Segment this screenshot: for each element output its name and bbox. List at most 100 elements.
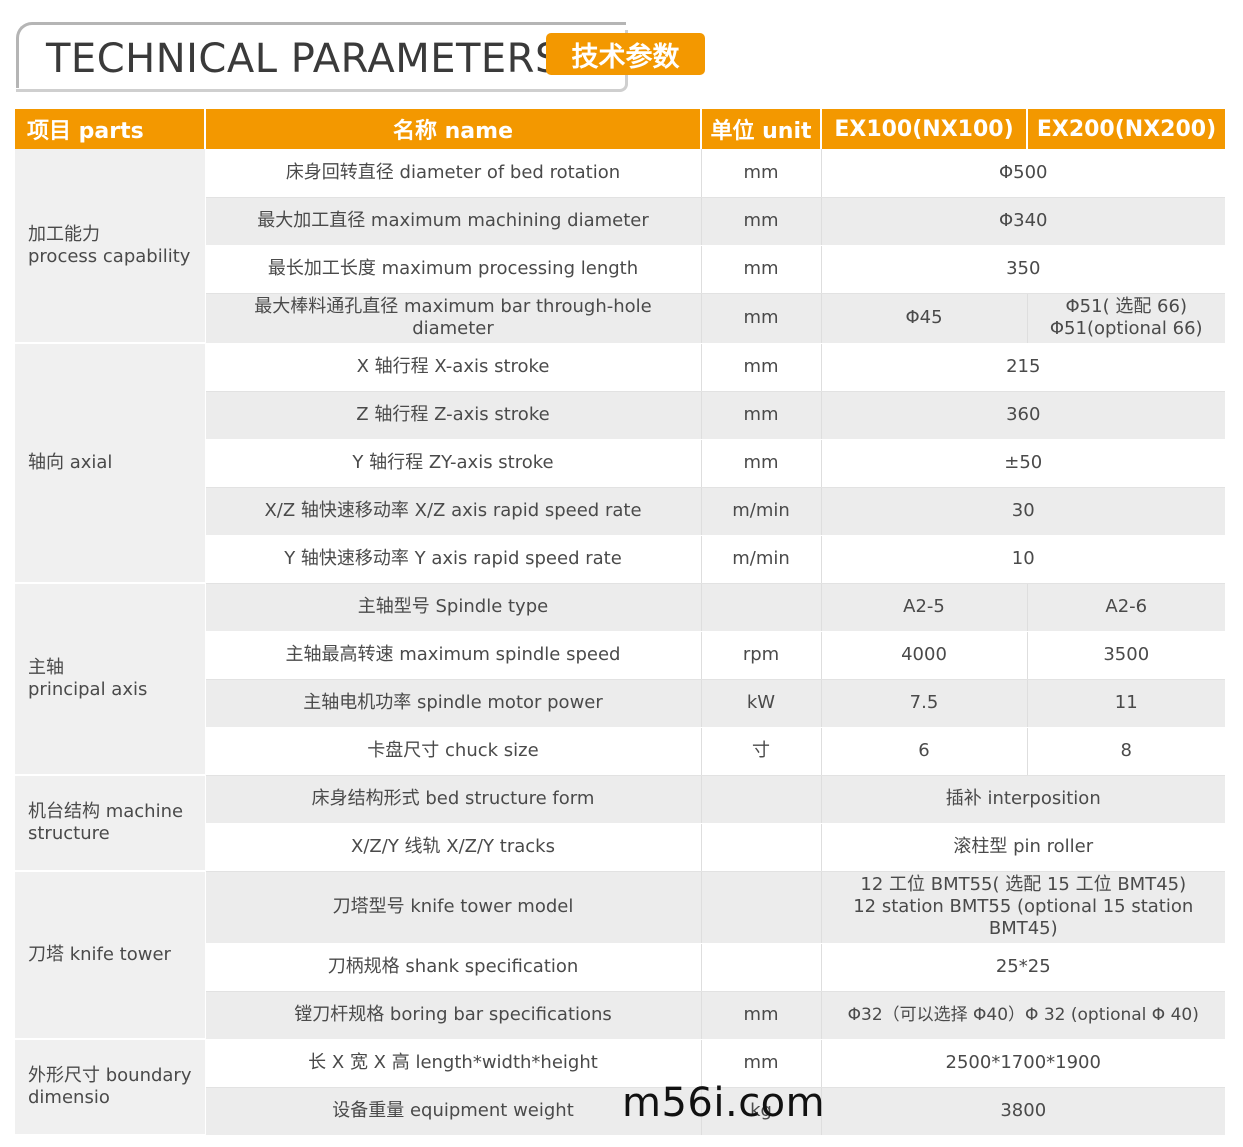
param-value: Φ500 — [821, 149, 1225, 198]
param-value-ex100: 6 — [821, 727, 1028, 776]
param-name: Y 轴快速移动率 Y axis rapid speed rate — [205, 535, 702, 584]
category-knife-tower: 刀塔 knife tower — [15, 871, 206, 1040]
param-name: X/Z/Y 线轨 X/Z/Y tracks — [205, 823, 702, 872]
param-value-ex100: 4000 — [821, 631, 1028, 680]
category-axial: 轴向 axial — [15, 343, 206, 584]
table-row: 主轴 principal axis 主轴型号 Spindle type A2-5… — [15, 583, 1225, 776]
category-process-capability: 加工能力 process capability — [15, 149, 206, 344]
param-unit: rpm — [701, 631, 822, 680]
table-row: 设备重量 equipment weight kg 3800 — [15, 1087, 1225, 1136]
param-unit: kg — [701, 1087, 822, 1136]
table-row: 卡盘尺寸 chuck size 寸 6 8 — [15, 727, 1225, 776]
table-row: Z 轴行程 Z-axis stroke mm 360 — [15, 391, 1225, 440]
page-title: TECHNICAL PARAMETERS — [46, 36, 561, 82]
param-value: 2500*1700*1900 — [821, 1039, 1225, 1088]
param-value: 25*25 — [821, 943, 1225, 992]
param-value-ex200: 11 — [1027, 679, 1225, 728]
table-row: Y 轴快速移动率 Y axis rapid speed rate m/min 1… — [15, 535, 1225, 584]
table-row: 最长加工长度 maximum processing length mm 350 — [15, 245, 1225, 294]
param-value: Φ32（可以选择 Φ40）Φ 32 (optional Φ 40) — [821, 991, 1225, 1040]
column-header-unit: 单位 unit — [701, 109, 822, 149]
param-value-ex100: Φ45 — [821, 293, 1028, 344]
param-value-ex200: A2-6 — [1027, 583, 1225, 632]
table-row: X/Z/Y 线轨 X/Z/Y tracks 滚柱型 pin roller — [15, 823, 1225, 872]
param-unit: mm — [701, 1039, 822, 1088]
param-value: 插补 interposition — [821, 775, 1225, 824]
param-name: 镗刀杆规格 boring bar specifications — [205, 991, 702, 1040]
param-name: Z 轴行程 Z-axis stroke — [205, 391, 702, 440]
column-header-parts: 项目 parts — [15, 109, 206, 149]
table-row: 最大棒料通孔直径 maximum bar through-hole diamet… — [15, 293, 1225, 344]
param-unit: mm — [701, 149, 822, 198]
title-frame — [16, 22, 626, 88]
param-name: 最大棒料通孔直径 maximum bar through-hole diamet… — [205, 293, 702, 344]
column-header-name: 名称 name — [205, 109, 702, 149]
param-value-ex100: A2-5 — [821, 583, 1028, 632]
param-name: 最大加工直径 maximum machining diameter — [205, 197, 702, 246]
category-boundary-dimension: 外形尺寸 boundary dimensio — [15, 1039, 206, 1136]
table-row: Y 轴行程 ZY-axis stroke mm ±50 — [15, 439, 1225, 488]
title-badge: 技术参数 — [546, 33, 705, 75]
param-name: 刀塔型号 knife tower model — [205, 871, 702, 944]
param-name: 主轴最高转速 maximum spindle speed — [205, 631, 702, 680]
param-name: 长 X 宽 X 高 length*width*height — [205, 1039, 702, 1088]
param-value-ex200: Φ51( 选配 66) Φ51(optional 66) — [1027, 293, 1225, 344]
param-value-ex100: 7.5 — [821, 679, 1028, 728]
param-name: 最长加工长度 maximum processing length — [205, 245, 702, 294]
param-unit — [701, 943, 822, 992]
table-row: 加工能力 process capability 床身回转直径 diameter … — [15, 149, 1225, 344]
param-name: 刀柄规格 shank specification — [205, 943, 702, 992]
param-value-ex200: 8 — [1027, 727, 1225, 776]
param-name: 主轴电机功率 spindle motor power — [205, 679, 702, 728]
category-machine-structure: 机台结构 machine structure — [15, 775, 206, 872]
param-unit: mm — [701, 245, 822, 294]
param-unit: mm — [701, 991, 822, 1040]
param-value: 350 — [821, 245, 1225, 294]
param-value: Φ340 — [821, 197, 1225, 246]
param-unit — [701, 823, 822, 872]
param-value: 10 — [821, 535, 1225, 584]
param-name: 床身回转直径 diameter of bed rotation — [205, 149, 702, 198]
table-row: X/Z 轴快速移动率 X/Z axis rapid speed rate m/m… — [15, 487, 1225, 536]
param-unit: mm — [701, 391, 822, 440]
table-header-row: 项目 parts 名称 name 单位 unit EX100(NX100) EX… — [15, 109, 1225, 149]
parameters-table: 项目 parts 名称 name 单位 unit EX100(NX100) EX… — [15, 109, 1225, 1136]
category-principal-axis: 主轴 principal axis — [15, 583, 206, 776]
param-name: 床身结构形式 bed structure form — [205, 775, 702, 824]
table-row: 主轴电机功率 spindle motor power kW 7.5 11 — [15, 679, 1225, 728]
table-row: 机台结构 machine structure 床身结构形式 bed struct… — [15, 775, 1225, 872]
param-name: 设备重量 equipment weight — [205, 1087, 702, 1136]
table-row: 主轴最高转速 maximum spindle speed rpm 4000 35… — [15, 631, 1225, 680]
param-name: X 轴行程 X-axis stroke — [205, 343, 702, 392]
table-row: 轴向 axial X 轴行程 X-axis stroke mm 215 — [15, 343, 1225, 584]
param-unit: m/min — [701, 487, 822, 536]
watermark: m56i.com — [622, 1080, 826, 1126]
param-name: Y 轴行程 ZY-axis stroke — [205, 439, 702, 488]
param-value: 12 工位 BMT55( 选配 15 工位 BMT45) 12 station … — [821, 871, 1225, 944]
param-unit — [701, 583, 822, 632]
param-unit: m/min — [701, 535, 822, 584]
param-name: 主轴型号 Spindle type — [205, 583, 702, 632]
param-unit — [701, 775, 822, 824]
table-row: 外形尺寸 boundary dimensio 长 X 宽 X 高 length*… — [15, 1039, 1225, 1136]
param-value: 360 — [821, 391, 1225, 440]
table-row: 刀柄规格 shank specification 25*25 — [15, 943, 1225, 992]
column-header-ex200: EX200(NX200) — [1027, 109, 1225, 149]
table-row: 最大加工直径 maximum machining diameter mm Φ34… — [15, 197, 1225, 246]
param-value: 滚柱型 pin roller — [821, 823, 1225, 872]
param-unit — [701, 871, 822, 944]
table-row: 镗刀杆规格 boring bar specifications mm Φ32（可… — [15, 991, 1225, 1040]
param-name: 卡盘尺寸 chuck size — [205, 727, 702, 776]
param-value: 215 — [821, 343, 1225, 392]
param-unit: mm — [701, 439, 822, 488]
param-value: 3800 — [821, 1087, 1225, 1136]
param-value: 30 — [821, 487, 1225, 536]
param-unit: mm — [701, 293, 822, 344]
column-header-ex100: EX100(NX100) — [821, 109, 1028, 149]
param-value: ±50 — [821, 439, 1225, 488]
param-value-ex200: 3500 — [1027, 631, 1225, 680]
param-unit: 寸 — [701, 727, 822, 776]
param-name: X/Z 轴快速移动率 X/Z axis rapid speed rate — [205, 487, 702, 536]
param-unit: mm — [701, 197, 822, 246]
param-unit: kW — [701, 679, 822, 728]
